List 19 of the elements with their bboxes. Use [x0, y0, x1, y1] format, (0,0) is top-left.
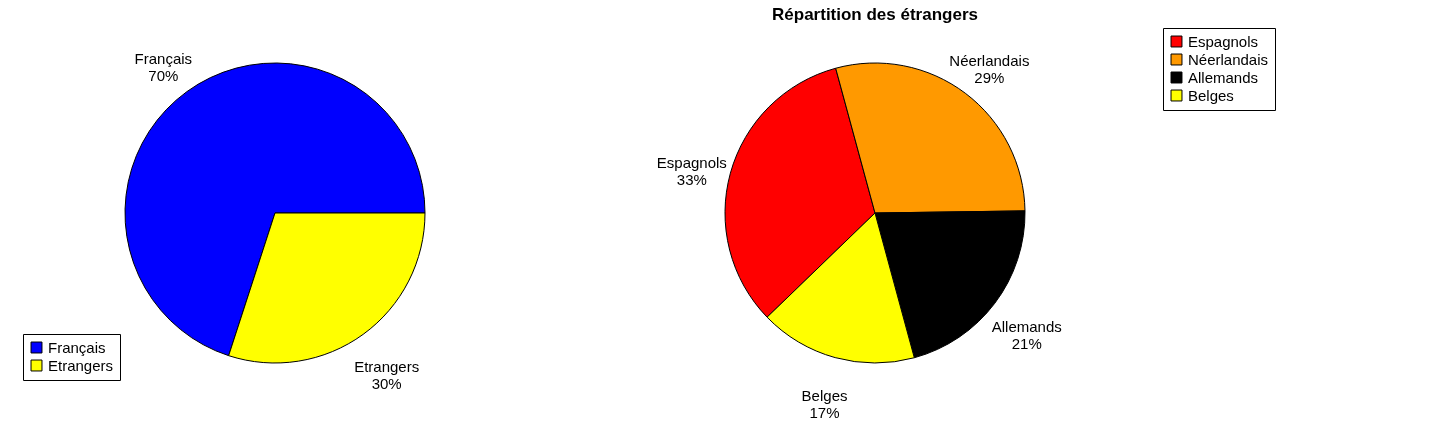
legend-label: Espagnols	[1188, 32, 1259, 50]
legend-label: Néerlandais	[1188, 50, 1269, 68]
data-label: 29%	[974, 69, 1005, 87]
data-label: 21%	[1011, 335, 1042, 353]
legend-label: Etrangers	[48, 356, 114, 374]
slice-label: Allemands	[991, 318, 1062, 336]
chart-title: Répartition des étrangers	[772, 4, 978, 24]
data-label: 33%	[676, 170, 707, 188]
data-label: 70%	[148, 67, 179, 85]
slice-label: Espagnols	[656, 153, 727, 171]
slice-label: Belges	[801, 387, 848, 405]
legend-label: Belges	[1188, 86, 1234, 104]
legend-label: Français	[48, 338, 106, 356]
slice-label: Etrangers	[354, 357, 420, 375]
data-label: 30%	[371, 374, 402, 392]
slice-label: Français	[134, 50, 193, 68]
data-label: 17%	[809, 404, 840, 422]
legend-label: Allemands	[1188, 68, 1259, 86]
slice-label: Néerlandais	[949, 52, 1030, 70]
